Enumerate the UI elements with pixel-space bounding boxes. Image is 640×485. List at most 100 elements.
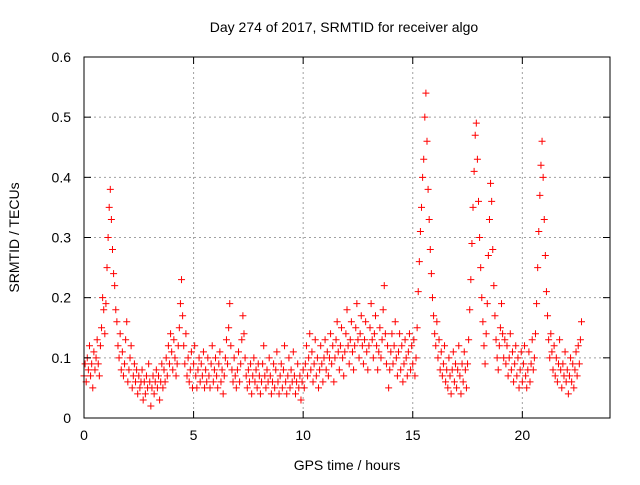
data-point — [547, 330, 555, 338]
data-point — [139, 396, 147, 404]
data-point — [104, 234, 112, 241]
data-point — [94, 360, 102, 368]
data-point — [419, 173, 427, 181]
data-point — [249, 372, 257, 380]
data-point — [117, 366, 125, 374]
x-tick-label: 5 — [190, 427, 198, 443]
data-point — [260, 342, 268, 350]
data-point — [220, 372, 228, 380]
data-point — [311, 336, 319, 344]
data-point — [202, 366, 210, 374]
data-point — [546, 354, 554, 362]
data-point — [210, 366, 218, 374]
data-point — [422, 89, 430, 97]
data-point — [233, 366, 241, 374]
data-point — [239, 312, 247, 320]
data-point — [370, 330, 378, 338]
data-point — [374, 366, 382, 374]
data-point — [495, 342, 503, 350]
x-axis-label: GPS time / hours — [294, 457, 401, 473]
data-point — [313, 354, 321, 362]
data-point — [95, 372, 103, 380]
data-point — [359, 360, 367, 368]
data-point — [511, 360, 519, 368]
data-point — [390, 342, 398, 350]
data-point — [93, 336, 101, 344]
data-point — [125, 366, 133, 374]
data-point — [309, 378, 317, 386]
data-point — [392, 354, 400, 362]
data-point — [469, 203, 477, 211]
data-point — [352, 324, 360, 332]
data-point — [545, 336, 553, 344]
data-point — [229, 378, 237, 386]
data-point — [521, 342, 529, 350]
data-point — [296, 372, 304, 380]
data-point — [169, 366, 177, 374]
data-point — [332, 336, 340, 344]
data-point — [510, 378, 518, 386]
data-point — [175, 324, 183, 332]
data-point — [471, 131, 479, 139]
data-point — [397, 366, 405, 374]
data-point — [273, 348, 281, 356]
data-point — [449, 348, 457, 356]
data-point — [553, 378, 561, 386]
data-point — [231, 372, 239, 380]
data-point — [328, 360, 336, 368]
data-point — [473, 155, 481, 163]
data-point — [276, 372, 284, 380]
data-point — [300, 384, 308, 392]
y-tick-label: 0.1 — [52, 350, 72, 366]
data-point — [335, 366, 343, 374]
data-point — [400, 360, 408, 368]
data-point — [478, 294, 486, 302]
data-point — [316, 366, 324, 374]
data-point — [570, 384, 578, 392]
data-point — [343, 306, 351, 314]
data-point — [323, 348, 331, 356]
data-point — [197, 360, 205, 368]
data-point — [477, 264, 485, 272]
data-point — [423, 137, 431, 145]
data-point — [81, 360, 89, 368]
data-point — [221, 354, 229, 362]
data-point — [165, 360, 173, 368]
data-point — [102, 300, 110, 308]
data-point — [380, 282, 388, 290]
data-point — [327, 330, 335, 338]
data-point — [574, 342, 582, 350]
data-point — [347, 318, 355, 326]
data-point — [113, 318, 121, 326]
data-point — [462, 384, 470, 392]
data-point — [312, 372, 320, 380]
data-point — [412, 354, 420, 362]
data-point — [353, 300, 361, 308]
data-point — [287, 366, 295, 374]
data-point — [487, 179, 495, 187]
data-point — [464, 360, 472, 368]
data-point — [339, 354, 347, 362]
data-point — [232, 384, 240, 392]
data-point — [438, 372, 446, 380]
data-point — [182, 330, 190, 338]
data-point — [161, 378, 169, 386]
data-point — [350, 366, 358, 374]
data-point — [405, 330, 413, 338]
data-point — [111, 282, 119, 290]
data-point — [366, 324, 374, 332]
data-point — [529, 366, 537, 374]
data-point — [192, 372, 200, 380]
data-point — [559, 360, 567, 368]
data-point — [235, 348, 243, 356]
data-point — [130, 360, 138, 368]
data-point — [238, 336, 246, 344]
y-axis-label: SRMTID / TECUs — [6, 182, 22, 292]
data-point — [507, 366, 515, 374]
data-point — [181, 360, 189, 368]
data-point — [209, 378, 217, 386]
data-point — [317, 342, 325, 350]
data-point — [421, 113, 429, 121]
data-point — [424, 185, 432, 193]
